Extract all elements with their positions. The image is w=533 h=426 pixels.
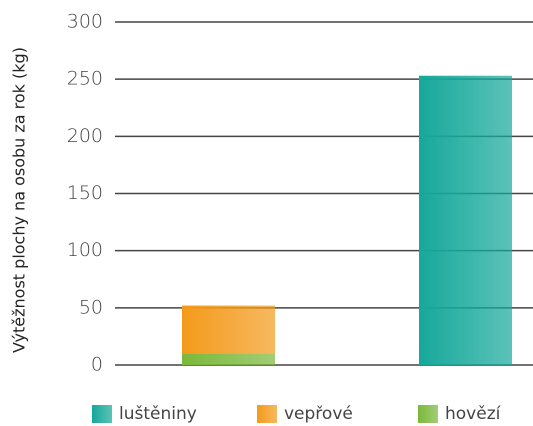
y-tick-label: 0 [91,354,103,376]
y-tick-label: 100 [67,239,103,261]
y-tick-label: 300 [67,11,103,33]
legend-swatch [418,405,438,423]
legend-swatch [257,405,277,423]
legend-swatch [92,405,112,423]
y-tick-label: 200 [67,125,103,147]
y-tick-label: 250 [67,68,103,90]
y-tick-label: 50 [79,296,103,318]
legend-label: hovězí [445,404,502,424]
y-axis-title: Výtěžnost plochy na osobu za rok (kg) [10,47,29,353]
legend-label: luštěniny [119,404,197,424]
bar-segment [182,353,275,365]
legend-label: vepřové [284,404,353,424]
y-tick-label: 150 [67,182,103,204]
bar-segment [182,305,275,354]
bar-segment [419,75,512,365]
